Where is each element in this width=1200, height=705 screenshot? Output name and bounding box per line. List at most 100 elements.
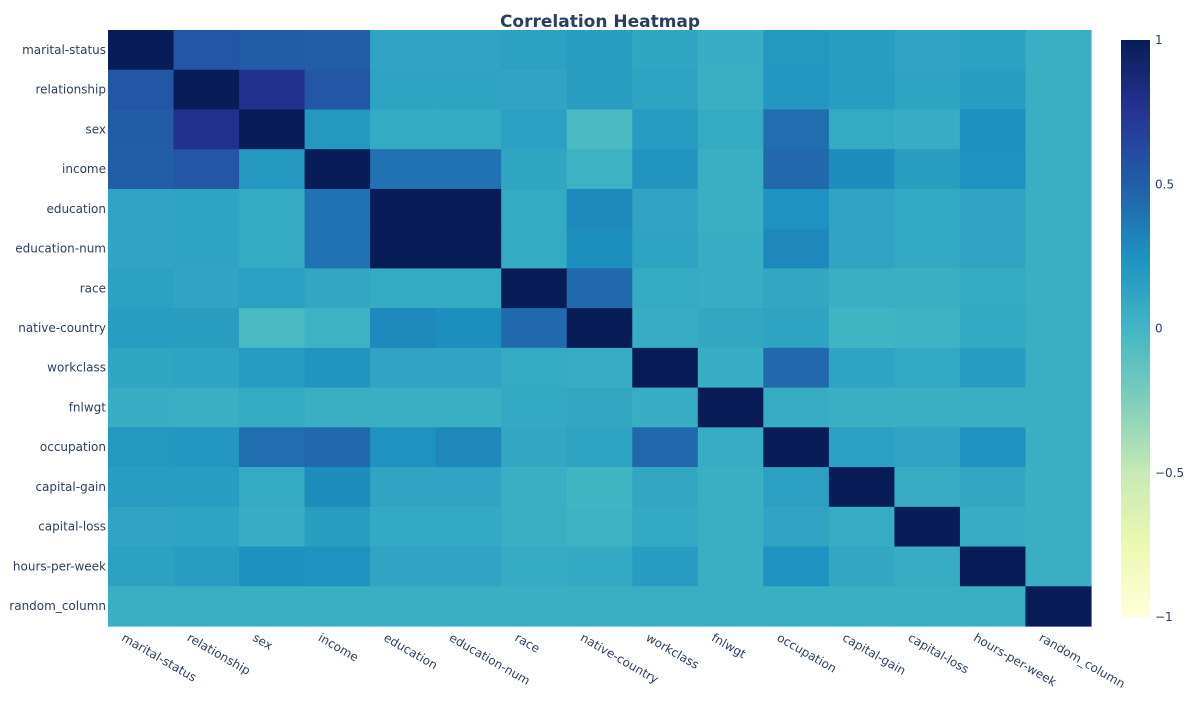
heatmap-cell-education-random_column [1025,188,1092,230]
heatmap-cell-race-workclass [632,268,699,309]
y-tick-label-income: income [62,162,106,176]
y-tick-label-capital-loss: capital-loss [38,520,106,534]
heatmap-cell-capital-loss-race [501,506,568,548]
heatmap-cell-random_column-marital-status [108,586,175,627]
heatmap-cell-capital-gain-education [370,467,437,508]
heatmap-cell-capital-gain-income [304,467,371,508]
heatmap-cell-workclass-relationship [173,347,240,389]
heatmap-cell-random_column-race [501,586,568,627]
heatmap-cell-hours-per-week-capital-loss [894,546,961,587]
heatmap-cell-income-workclass [632,149,699,190]
heatmap-cell-capital-gain-random_column [1025,467,1092,508]
heatmap-cell-fnlwgt-random_column [1025,387,1092,428]
heatmap-cell-occupation-workclass [632,427,699,468]
heatmap-cell-random_column-workclass [632,586,699,627]
heatmap-cell-capital-gain-race [501,467,568,508]
heatmap-cell-education-fnlwgt [697,188,764,230]
colorbar-tick-label: 0 [1155,322,1163,336]
heatmap-cell-workclass-sex [239,347,306,389]
heatmap-cell-capital-loss-education [370,506,437,548]
heatmap-cell-marital-status-race [501,30,568,71]
heatmap-cell-workclass-capital-loss [894,347,961,389]
heatmap-cell-relationship-capital-loss [894,69,961,111]
heatmap-cell-marital-status-sex [239,30,306,71]
heatmap-cell-income-hours-per-week [959,149,1027,190]
heatmap-cell-education-native-country [566,188,633,230]
heatmap-cell-marital-status-workclass [632,30,699,71]
heatmap-cell-occupation-income [304,427,371,468]
heatmap-cell-sex-fnlwgt [697,109,764,150]
heatmap-cell-hours-per-week-income [304,546,371,587]
heatmap-cell-random_column-native-country [566,586,633,627]
heatmap-cell-occupation-hours-per-week [959,427,1027,468]
y-tick-label-relationship: relationship [35,83,106,97]
heatmap-cell-workclass-workclass [632,347,699,389]
heatmap-cell-hours-per-week-relationship [173,546,240,587]
x-tick-label-capital-loss: capital-loss [906,630,972,676]
heatmap-cell-education-num-relationship [173,228,240,269]
heatmap-cell-workclass-capital-gain [828,347,895,389]
heatmap-cell-sex-sex [239,109,306,150]
heatmap-cell-capital-loss-workclass [632,506,699,548]
chart-title: Correlation Heatmap [500,12,700,32]
heatmap-cell-education-workclass [632,188,699,230]
heatmap-cell-occupation-native-country [566,427,633,468]
heatmap-cell-sex-native-country [566,109,633,150]
heatmap-cell-income-education-num [435,149,502,190]
heatmap-cell-random_column-education-num [435,586,502,627]
heatmap-cell-hours-per-week-education [370,546,437,587]
heatmap-cell-capital-loss-fnlwgt [697,506,764,548]
heatmap-cell-workclass-occupation [763,347,830,389]
heatmap-cell-education-num-marital-status [108,228,175,269]
y-tick-label-capital-gain: capital-gain [35,480,106,494]
y-tick-label-workclass: workclass [47,361,106,375]
y-tick-label-random_column: random_column [9,599,106,613]
heatmap-cell-native-country-income [304,308,371,349]
heatmap-cell-race-hours-per-week [959,268,1027,309]
heatmap-cell-relationship-fnlwgt [697,69,764,111]
heatmap-cell-marital-status-capital-loss [894,30,961,71]
heatmap-cell-race-capital-gain [828,268,895,309]
heatmap-cell-education-capital-loss [894,188,961,230]
heatmap-cell-native-country-occupation [763,308,830,349]
heatmap-cell-workclass-random_column [1025,347,1092,389]
heatmap-cell-race-random_column [1025,268,1092,309]
heatmap-cell-capital-gain-capital-gain [828,467,895,508]
heatmap-cell-native-country-relationship [173,308,240,349]
heatmap-cell-hours-per-week-capital-gain [828,546,895,587]
x-tick-label-education: education [381,630,440,672]
colorbar-ticks: 1 0.5 0 −0.5 −1 [1155,33,1184,624]
colorbar-tick-label: 1 [1155,33,1163,47]
heatmap-cell-education-num-capital-loss [894,228,961,269]
heatmap-cell-relationship-capital-gain [828,69,895,111]
heatmap-cell-education-num-native-country [566,228,633,269]
heatmap-cell-capital-loss-sex [239,506,306,548]
y-tick-label-sex: sex [85,122,106,136]
heatmap-cell-marital-status-native-country [566,30,633,71]
heatmap-cell-occupation-fnlwgt [697,427,764,468]
heatmap-cell-workclass-income [304,347,371,389]
heatmap-cell-capital-gain-education-num [435,467,502,508]
heatmap-cell-race-income [304,268,371,309]
heatmap-cell-sex-capital-loss [894,109,961,150]
heatmap-cell-race-native-country [566,268,633,309]
heatmap-cell-relationship-occupation [763,69,830,111]
heatmap-cell-sex-income [304,109,371,150]
y-tick-label-education: education [46,202,106,216]
heatmap-cell-capital-loss-relationship [173,506,240,548]
y-axis-labels: marital-status relationship sex income educa… [9,43,106,613]
heatmap-cell-income-relationship [173,149,240,190]
heatmap-cell-fnlwgt-capital-loss [894,387,961,428]
heatmap-cell-fnlwgt-race [501,387,568,428]
heatmap-cell-native-country-capital-loss [894,308,961,349]
heatmap-cell-income-marital-status [108,149,175,190]
heatmap-cell-capital-gain-marital-status [108,467,175,508]
x-tick-label-capital-gain: capital-gain [840,630,908,677]
heatmap-cell-marital-status-random_column [1025,30,1092,71]
heatmap-cell-occupation-occupation [763,427,830,468]
heatmap-cell-random_column-income [304,586,371,627]
heatmap-cell-fnlwgt-education [370,387,437,428]
heatmap-cell-native-country-marital-status [108,308,175,349]
heatmap-cell-marital-status-relationship [173,30,240,71]
